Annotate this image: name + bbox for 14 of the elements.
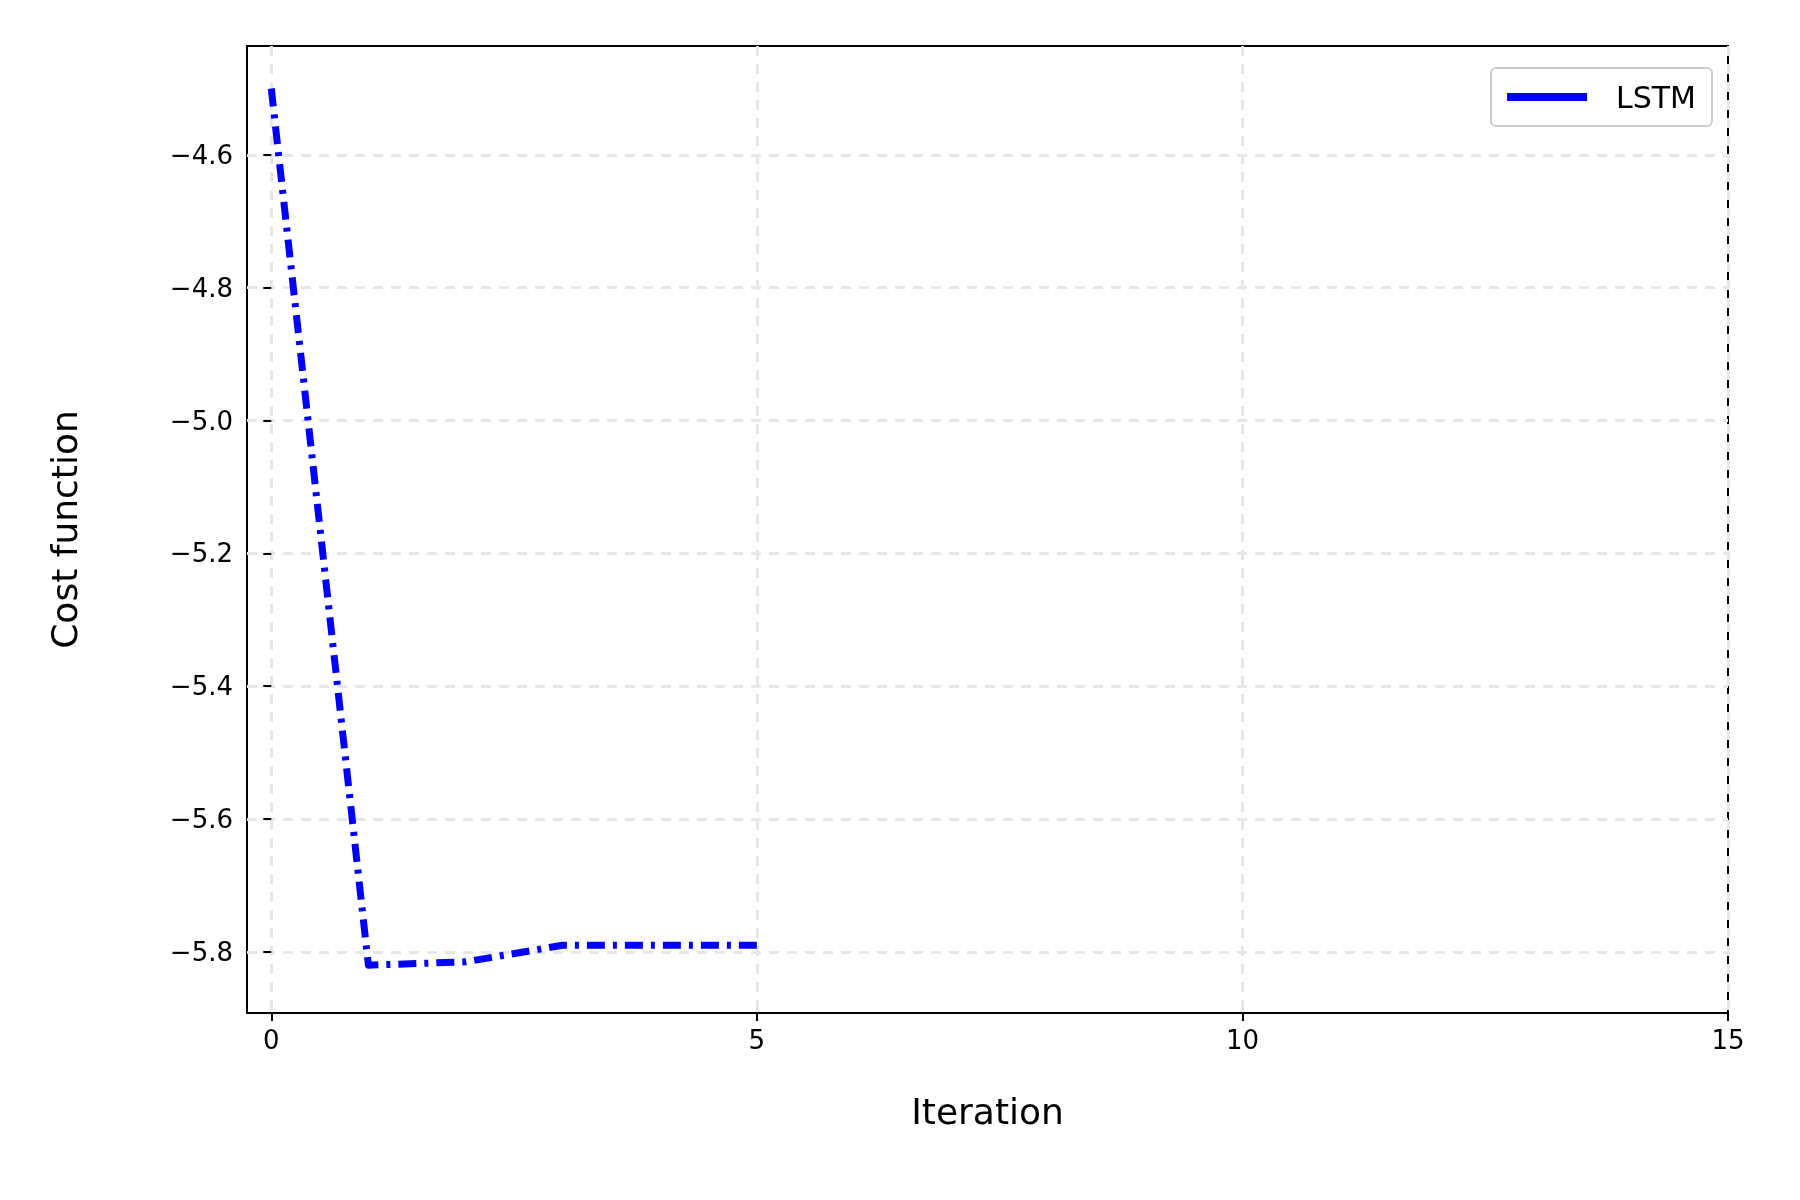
y-tick-label: −5.4 [169, 671, 233, 702]
y-tick-label: −5.0 [169, 405, 233, 436]
x-tick-label: 10 [1225, 1025, 1259, 1055]
legend-label: LSTM [1616, 79, 1696, 115]
y-tick-label: −5.8 [169, 936, 233, 967]
y-tick-label: −5.2 [169, 538, 233, 569]
y-tick-label: −4.8 [169, 272, 233, 303]
x-axis-title: Iteration [911, 1090, 1064, 1132]
x-tick-label: 15 [1711, 1025, 1745, 1055]
x-tick-label: 0 [263, 1025, 280, 1055]
y-tick-label: −4.6 [169, 139, 233, 170]
y-axis-title: Cost function [43, 410, 85, 649]
x-tick-label: 5 [748, 1025, 766, 1055]
y-tick-label: −5.6 [169, 804, 233, 835]
